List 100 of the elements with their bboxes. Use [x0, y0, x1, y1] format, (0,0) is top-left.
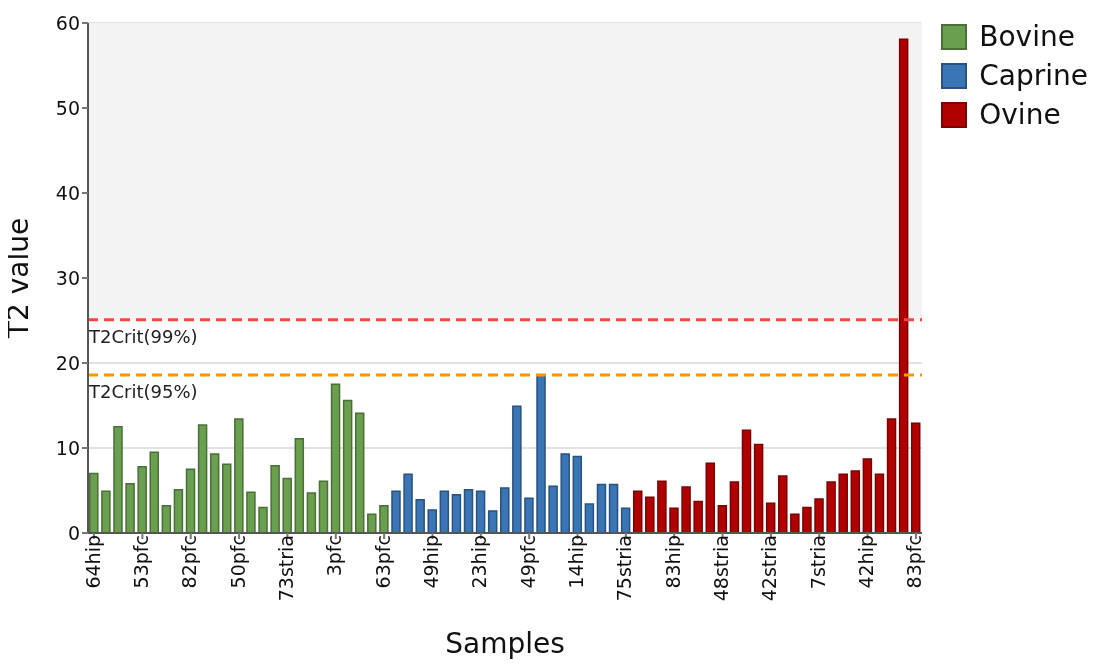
x-tick-label: 64hip [81, 535, 104, 589]
bar [572, 455, 583, 533]
bar [717, 505, 728, 533]
bar [306, 492, 317, 533]
bar [862, 458, 873, 533]
legend-label: Caprine [979, 59, 1088, 92]
bar [886, 418, 897, 533]
x-tick-label: 49pfc [516, 535, 539, 589]
y-tick-label: 30 [55, 266, 80, 289]
x-tick-label: 42stria [758, 535, 781, 602]
bar [705, 462, 715, 533]
x-tick-label: 50pfc [226, 535, 249, 589]
bar [342, 399, 353, 533]
bar [403, 473, 413, 533]
x-tick-label: 73stria [274, 535, 297, 602]
bar [101, 490, 111, 533]
y-tick-label: 0 [67, 521, 80, 544]
bar [197, 424, 208, 533]
x-tick-label: 23hip [468, 535, 491, 589]
x-tick-label: 63pfc [371, 535, 394, 589]
bar [778, 475, 788, 533]
y-tick-label: 40 [55, 181, 80, 204]
bar [620, 507, 631, 533]
bar [222, 463, 232, 533]
bar [330, 383, 341, 533]
bar [439, 490, 450, 533]
bar [657, 480, 667, 533]
bar [838, 473, 848, 533]
bar [294, 437, 305, 533]
y-tick-label: 60 [55, 11, 80, 34]
bar [608, 483, 619, 533]
bar [850, 470, 861, 533]
ref-line-label: T2Crit(99%) [88, 325, 198, 347]
bar [161, 505, 172, 533]
bar [258, 506, 268, 533]
bar [596, 483, 607, 533]
bar [89, 472, 99, 533]
bar [524, 497, 534, 533]
bar [729, 481, 740, 533]
bar [814, 498, 824, 533]
bar [741, 429, 752, 533]
x-tick-label: 83hip [661, 535, 684, 589]
x-tick-label: 3pfc [323, 535, 346, 577]
legend-label: Bovine [979, 20, 1075, 53]
bar [669, 507, 679, 533]
bar [367, 513, 377, 533]
bar [910, 422, 921, 533]
bar [209, 453, 220, 533]
bar [560, 453, 570, 533]
x-tick-label: 7stria [806, 535, 829, 590]
x-axis-title: Samples [445, 627, 565, 660]
bar [185, 468, 196, 533]
bar [354, 412, 365, 533]
bar [500, 487, 510, 533]
x-tick-label: 48stria [710, 535, 733, 602]
bar [753, 443, 764, 533]
bar [765, 502, 776, 533]
bar [173, 488, 184, 533]
bar [645, 496, 655, 533]
bar [536, 374, 546, 533]
y-tick-label: 10 [55, 436, 80, 459]
bar [415, 499, 425, 533]
bar [379, 505, 389, 533]
bar [790, 513, 800, 533]
x-tick-label: 82pfc [178, 535, 201, 589]
ref-line-label: T2Crit(95%) [88, 380, 198, 402]
bar [548, 485, 558, 533]
x-tick-label: 83pfc [903, 535, 926, 589]
bar [681, 486, 691, 533]
bar [802, 506, 812, 533]
bar [487, 510, 498, 533]
bar [898, 38, 909, 533]
bar [125, 482, 135, 533]
bar [512, 405, 522, 533]
x-tick-label: 53pfc [129, 535, 152, 589]
bar [427, 509, 437, 533]
bar [282, 477, 292, 533]
bar [318, 480, 329, 533]
bar [391, 490, 401, 533]
bar [874, 473, 885, 533]
bar [270, 465, 280, 533]
bar [632, 490, 643, 533]
legend-label: Ovine [979, 98, 1061, 131]
x-tick-label: 49hip [419, 535, 442, 589]
bar [149, 451, 159, 533]
bar [584, 503, 595, 533]
bar [451, 494, 462, 533]
bar [826, 481, 836, 533]
bar [246, 491, 256, 533]
bar [113, 426, 123, 533]
bar [137, 465, 147, 533]
x-tick-label: 14hip [565, 535, 588, 589]
y-tick-label: 20 [55, 351, 80, 374]
bar [234, 418, 244, 533]
x-tick-label: 42hip [855, 535, 878, 589]
bar [475, 490, 486, 533]
bar [463, 488, 474, 533]
y-tick-label: 50 [55, 96, 80, 119]
x-tick-label: 75stria [613, 535, 636, 602]
bar [693, 500, 703, 533]
